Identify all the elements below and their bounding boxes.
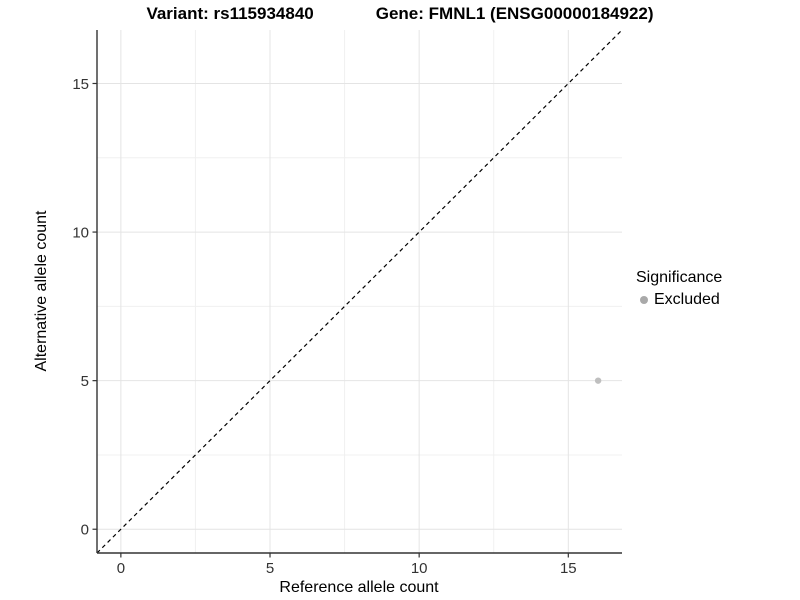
y-tick-label: 15 bbox=[72, 76, 89, 93]
identity-reference-line bbox=[96, 29, 623, 554]
y-axis-label: Alternative allele count bbox=[33, 210, 50, 372]
legend-marker-dot-icon bbox=[640, 296, 648, 304]
legend-item: Excluded bbox=[636, 291, 722, 309]
legend-title: Significance bbox=[636, 269, 723, 286]
x-tick-label: 0 bbox=[117, 560, 125, 577]
data-point bbox=[594, 377, 602, 384]
legend: Significance Excluded bbox=[636, 268, 722, 309]
legend-item-label: Excluded bbox=[654, 291, 720, 308]
axis-lines-and-ticks bbox=[92, 30, 622, 558]
data-points bbox=[594, 377, 602, 384]
x-axis-label: Reference allele count bbox=[279, 579, 439, 596]
major-gridlines bbox=[97, 30, 622, 553]
tick-labels: 0 5 10 15 0 5 10 15 bbox=[72, 76, 576, 577]
plot-title-gene: Gene: FMNL1 (ENSG00000184922) bbox=[375, 4, 654, 23]
plot-title: Variant: rs115934840 Gene: FMNL1 (ENSG00… bbox=[0, 4, 800, 24]
y-tick-label: 5 bbox=[81, 373, 89, 390]
plot-title-variant: Variant: rs115934840 bbox=[146, 4, 314, 23]
y-tick-label: 0 bbox=[81, 522, 89, 539]
minor-gridlines bbox=[97, 30, 622, 553]
y-tick-label: 10 bbox=[72, 225, 89, 242]
x-tick-label: 15 bbox=[560, 560, 577, 577]
x-tick-label: 5 bbox=[266, 560, 274, 577]
x-tick-label: 10 bbox=[411, 560, 428, 577]
identity-line bbox=[96, 29, 623, 554]
